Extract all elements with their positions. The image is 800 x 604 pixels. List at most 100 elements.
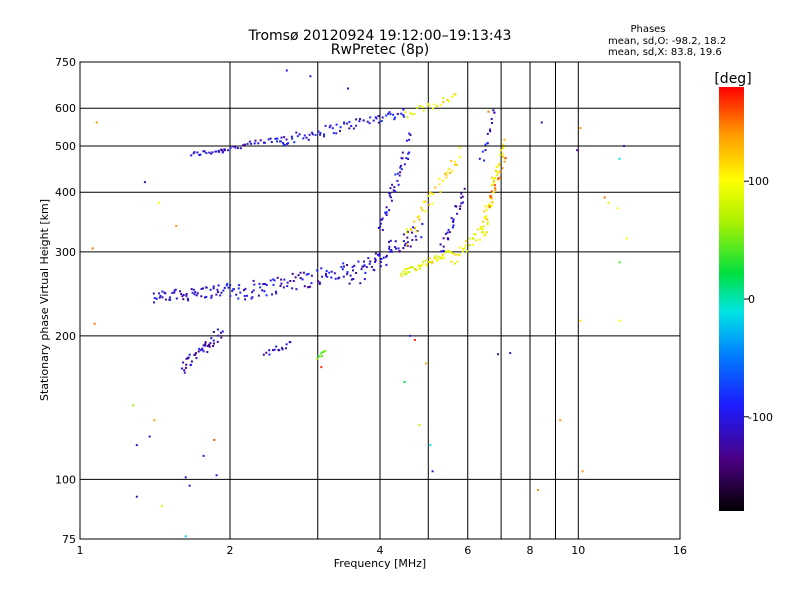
data-point <box>343 265 345 268</box>
data-point <box>396 172 399 175</box>
data-point <box>377 253 379 256</box>
data-point <box>184 366 187 369</box>
y-tick-label: 600 <box>55 102 76 115</box>
data-point <box>503 138 506 141</box>
data-point <box>438 183 441 186</box>
data-point <box>324 124 327 127</box>
x-tick-label: 2 <box>227 544 234 557</box>
data-point <box>426 102 429 105</box>
data-point <box>272 283 275 286</box>
data-point <box>237 287 240 290</box>
y-tick-label: 75 <box>62 533 76 546</box>
data-point <box>250 142 253 145</box>
data-point <box>442 237 445 240</box>
data-point <box>321 275 324 278</box>
data-point <box>200 288 203 290</box>
data-point <box>385 206 388 209</box>
data-point <box>361 265 364 268</box>
data-point <box>415 230 418 233</box>
data-point <box>210 152 213 155</box>
data-point <box>404 268 406 271</box>
data-point <box>416 106 419 109</box>
data-point <box>441 179 444 182</box>
data-point <box>424 259 427 262</box>
data-point <box>206 345 209 347</box>
data-point <box>169 296 171 299</box>
y-tick-label: 200 <box>55 330 76 343</box>
data-point <box>389 113 392 116</box>
data-point <box>263 141 266 144</box>
data-point <box>422 109 425 112</box>
data-point <box>484 149 487 152</box>
data-point <box>291 137 294 140</box>
data-point <box>485 215 488 218</box>
data-point <box>205 295 208 298</box>
data-point <box>184 476 187 479</box>
data-point <box>491 176 493 179</box>
x-tick-label: 10 <box>571 544 585 557</box>
data-point <box>324 349 327 352</box>
data-point <box>195 357 198 360</box>
data-point <box>311 133 314 136</box>
data-point <box>445 250 448 253</box>
data-point <box>181 367 183 370</box>
data-point <box>185 357 188 360</box>
y-tick-label: 300 <box>55 246 76 259</box>
data-point <box>431 202 434 205</box>
data-point <box>419 105 422 107</box>
data-point <box>458 146 461 149</box>
data-point <box>269 137 272 140</box>
data-point <box>442 250 445 252</box>
data-point <box>438 177 441 180</box>
data-point <box>458 246 461 249</box>
data-point <box>410 113 413 116</box>
data-point <box>351 265 354 268</box>
data-point <box>442 97 445 100</box>
data-point <box>425 263 428 266</box>
data-point <box>367 257 370 260</box>
data-point <box>409 334 412 337</box>
data-point <box>182 294 185 296</box>
data-point <box>269 279 272 282</box>
data-point <box>490 201 493 204</box>
data-point <box>377 115 380 117</box>
data-point <box>257 142 260 145</box>
data-point <box>239 291 242 294</box>
data-point <box>148 435 151 438</box>
data-point <box>350 278 353 281</box>
data-point <box>496 165 499 168</box>
data-point <box>355 272 358 274</box>
data-point <box>388 247 391 250</box>
data-point <box>540 121 543 124</box>
data-point <box>264 283 267 285</box>
colorbar-tick-label: 100 <box>748 175 769 188</box>
data-point <box>332 132 335 135</box>
data-point <box>242 289 245 292</box>
data-point <box>179 290 182 293</box>
data-point <box>411 239 414 241</box>
data-point <box>363 278 366 281</box>
y-tick-label: 500 <box>55 140 76 153</box>
data-point <box>294 276 297 279</box>
data-point <box>434 255 437 258</box>
data-point <box>427 194 430 197</box>
data-point <box>205 286 208 289</box>
data-point <box>235 293 238 296</box>
data-point <box>484 205 487 208</box>
data-point <box>155 297 158 300</box>
data-point <box>435 259 438 262</box>
data-point <box>400 168 403 171</box>
data-point <box>160 504 163 507</box>
data-point <box>303 134 306 137</box>
data-point <box>209 288 212 291</box>
data-point <box>403 163 406 166</box>
data-point <box>353 264 356 267</box>
data-point <box>473 233 476 236</box>
data-point <box>495 174 498 177</box>
data-point <box>282 286 285 289</box>
data-point <box>472 243 475 246</box>
data-point <box>418 218 421 221</box>
data-point <box>355 124 358 127</box>
chart-title: Tromsø 20120924 19:12:00–19:13:43 <box>248 28 512 44</box>
data-point <box>478 238 481 241</box>
